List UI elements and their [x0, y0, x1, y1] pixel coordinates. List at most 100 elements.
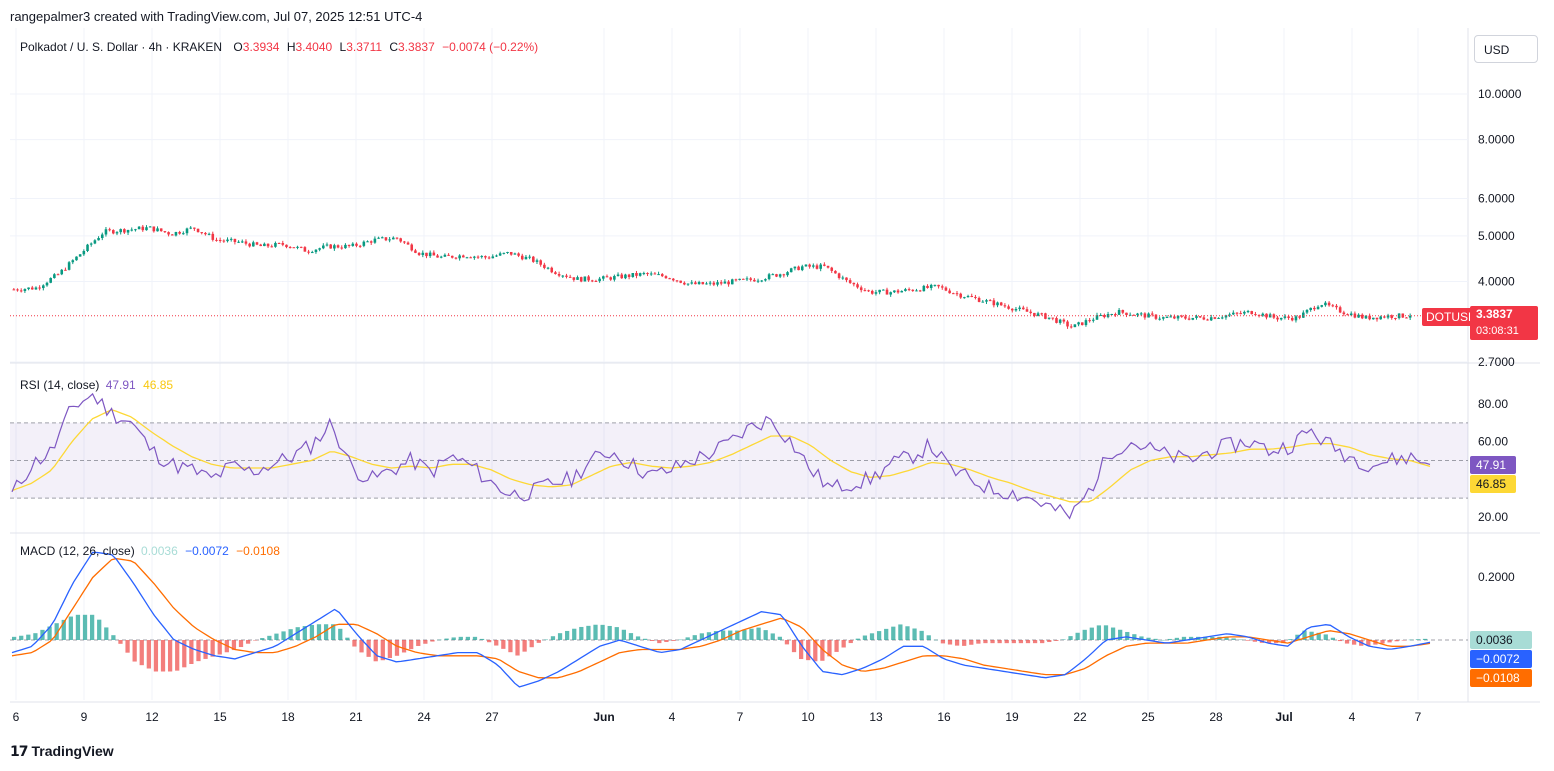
candle-body [329, 244, 332, 249]
currency-button[interactable]: USD [1474, 35, 1538, 63]
macd-histogram-bar [777, 636, 782, 640]
candle-body [1022, 307, 1025, 310]
candle-body [399, 238, 402, 242]
macd-histogram-bar [742, 629, 747, 640]
candle-body [296, 246, 299, 248]
candle-body [45, 282, 49, 286]
candle-body [874, 292, 878, 294]
time-tick-label: 18 [281, 710, 295, 724]
candle-body [590, 280, 594, 282]
candle-body [1073, 324, 1077, 328]
candle-body [929, 284, 933, 288]
candle-body [86, 244, 89, 251]
candle-body [789, 268, 793, 273]
candle-body [970, 295, 974, 297]
macd-histogram-bar [1167, 638, 1172, 640]
candle-body [683, 282, 686, 285]
candle-body [373, 238, 377, 243]
candle-body [1316, 306, 1320, 310]
candle-body [517, 253, 520, 256]
candle-body [458, 255, 461, 259]
macd-histogram-bar [189, 640, 194, 664]
macd-histogram-bar [1004, 640, 1009, 644]
candle-body [834, 270, 837, 274]
macd-histogram-bar [664, 640, 669, 643]
candle-body [377, 237, 380, 239]
candle-body [1184, 316, 1187, 319]
candle-body [1191, 317, 1195, 320]
candle-body [749, 278, 752, 280]
candle-body [325, 244, 329, 246]
candle-body [226, 239, 229, 242]
candle-body [620, 274, 624, 279]
candle-body [454, 257, 458, 259]
low-label: L [339, 40, 347, 54]
candle-body [1058, 319, 1062, 323]
time-tick-label: 24 [417, 710, 431, 724]
macd-histogram-bar [650, 640, 655, 641]
macd-histogram-bar [784, 640, 790, 645]
rsi-ma-value-tag: 46.85 [1470, 475, 1516, 493]
macd-line-value-tag: −0.0072 [1470, 650, 1532, 668]
candle-body [100, 234, 104, 238]
candle-body [115, 232, 119, 234]
macd-histogram-bar [487, 640, 492, 643]
macd-histogram-bar [1118, 629, 1123, 640]
macd-histogram-bar [1401, 640, 1406, 641]
candle-body [1077, 322, 1080, 325]
macd-histogram-bar [61, 619, 66, 640]
macd-histogram-bar [380, 640, 385, 661]
candle-body [1136, 313, 1139, 316]
macd-histogram-bar [862, 635, 868, 640]
macd-histogram-bar [579, 626, 584, 640]
macd-histogram-bar [104, 627, 109, 640]
time-tick-label: 16 [937, 710, 951, 724]
macd-histogram-bar [841, 640, 846, 648]
price-tick-label: 10.0000 [1478, 87, 1522, 101]
macd-histogram-bar [940, 640, 946, 644]
macd-histogram-bar [97, 619, 102, 640]
time-tick-label: 22 [1073, 710, 1087, 724]
macd-histogram-bar [153, 640, 159, 672]
candle-body [638, 273, 642, 276]
candle-body [281, 243, 285, 245]
candle-body [554, 272, 557, 275]
candle-body [1051, 317, 1055, 319]
candle-body [414, 250, 417, 253]
macd-histogram-bar [1089, 627, 1094, 640]
macd-histogram-bar [274, 633, 279, 640]
time-tick-label: 15 [213, 710, 227, 724]
macd-line [11, 551, 1431, 688]
candle-body [896, 290, 900, 293]
candle-body [565, 275, 568, 277]
candle-body [697, 282, 701, 285]
candle-body [218, 239, 222, 241]
candle-body [745, 278, 749, 280]
candle-body [392, 237, 395, 240]
candle-body [955, 293, 959, 295]
candle-body [23, 289, 27, 292]
candle-body [1117, 309, 1121, 315]
candle-body [362, 241, 366, 246]
candle-body [708, 282, 712, 284]
macd-histogram-bar [394, 640, 400, 656]
macd-histogram-bar [813, 640, 818, 662]
candle-body [797, 266, 800, 271]
candle-body [1092, 319, 1095, 321]
high-label: H [286, 40, 296, 54]
macd-histogram-bar [238, 640, 244, 648]
tradingview-logo[interactable]: 𝟭𝟳 TradingView [10, 743, 114, 760]
macd-histogram-bar [969, 640, 974, 645]
rsi-tick-label: 60.00 [1478, 435, 1508, 449]
time-tick-label: 25 [1141, 710, 1155, 724]
candle-body [182, 233, 185, 235]
candle-body [1025, 309, 1029, 312]
rsi-line [11, 392, 1431, 520]
candle-body [1346, 314, 1349, 316]
candle-body [804, 264, 808, 267]
candle-body [742, 278, 745, 280]
macd-histogram-bar [919, 630, 924, 640]
candle-body [108, 229, 111, 231]
candle-body [966, 295, 970, 298]
